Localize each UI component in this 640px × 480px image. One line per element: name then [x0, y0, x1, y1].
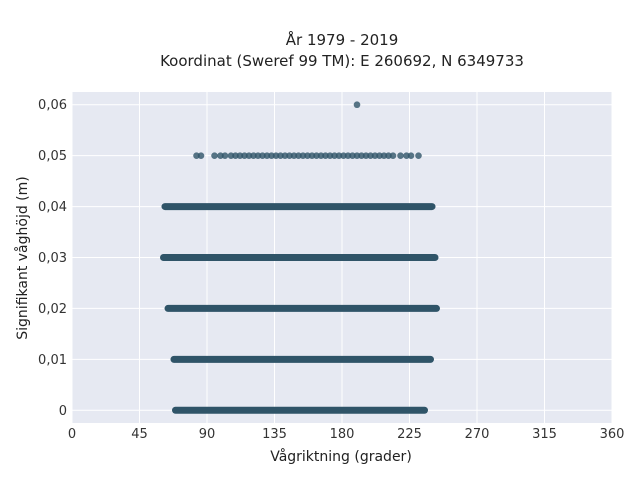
x-tick-label: 180	[330, 427, 355, 442]
data-point	[170, 356, 178, 363]
data-points	[170, 101, 422, 363]
data-point	[389, 152, 397, 159]
y-tick-label: 0,05	[38, 149, 67, 164]
x-tick-label: 135	[262, 427, 287, 442]
data-point	[415, 152, 422, 159]
y-tick-label: 0,01	[38, 353, 67, 368]
x-tick-label: 90	[199, 427, 216, 442]
x-tick-label: 0	[68, 427, 76, 442]
y-tick-label: 0,06	[38, 98, 67, 113]
data-point	[211, 152, 218, 159]
x-axis-ticks: 0 45 90 135 180 225 270 315 360	[68, 427, 625, 442]
x-tick-label: 45	[131, 427, 148, 442]
chart-title-line-2: Koordinat (Sweref 99 TM): E 260692, N 63…	[160, 52, 524, 70]
x-tick-label: 315	[532, 427, 557, 442]
data-point	[197, 152, 205, 159]
x-tick-label: 225	[397, 427, 422, 442]
y-axis-ticks: 0 0,01 0,02 0,03 0,04 0,05 0,06	[38, 98, 67, 419]
y-tick-label: 0	[59, 404, 67, 419]
x-tick-label: 360	[600, 427, 625, 442]
x-axis-label: Vågriktning (grader)	[270, 448, 412, 465]
y-tick-label: 0,02	[38, 302, 67, 317]
data-bands	[160, 203, 440, 414]
data-point	[407, 152, 415, 159]
y-tick-label: 0,03	[38, 251, 67, 266]
chart-title-line-1: År 1979 - 2019	[286, 30, 399, 49]
x-tick-label: 270	[465, 427, 490, 442]
y-tick-label: 0,04	[38, 200, 67, 215]
data-point	[353, 101, 361, 109]
data-point	[221, 152, 229, 159]
y-axis-label: Signifikant våghöjd (m)	[14, 176, 31, 339]
data-point	[397, 152, 404, 159]
